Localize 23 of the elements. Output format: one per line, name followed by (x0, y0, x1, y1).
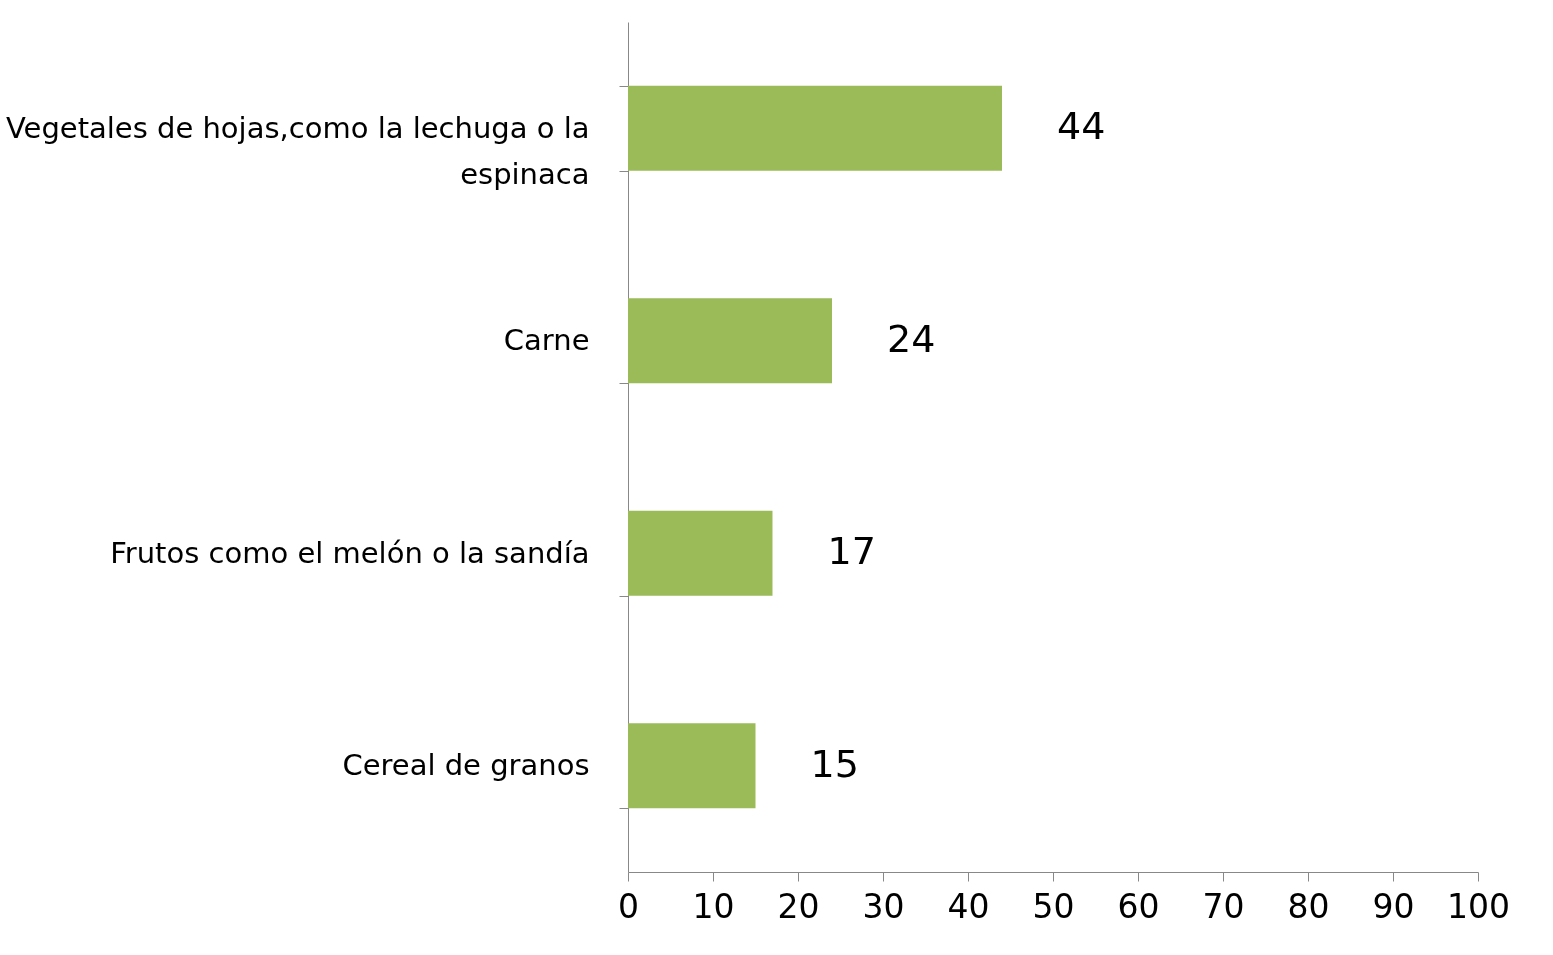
y-tick-label: Frutos como el melón o la sandía (110, 535, 590, 570)
y-tick-label: Vegetales de hojas,como la lechuga o la espinaca (5, 110, 590, 191)
x-tick-label: 90 (1372, 886, 1415, 926)
data-label: 24 (887, 316, 936, 361)
data-label: 44 (1057, 104, 1106, 149)
bar (628, 510, 773, 596)
x-tick-label: 50 (1032, 886, 1075, 926)
x-tick-label: 100 (1447, 886, 1510, 926)
y-tick-label: Cereal de granos (342, 748, 590, 783)
x-tick-label: 70 (1202, 886, 1245, 926)
data-label: 17 (827, 529, 876, 574)
x-tick-label: 60 (1117, 886, 1160, 926)
x-tick-label: 20 (777, 886, 820, 926)
x-tick-label: 0 (618, 886, 639, 926)
data-label: 15 (810, 741, 859, 786)
bar (628, 723, 756, 809)
bar (628, 298, 832, 384)
x-tick-label: 30 (862, 886, 905, 926)
x-tick-label: 10 (692, 886, 735, 926)
y-tick-label: Carne (503, 323, 590, 358)
x-tick-label: 80 (1287, 886, 1330, 926)
bar (628, 85, 1002, 171)
x-tick-label: 40 (947, 886, 990, 926)
